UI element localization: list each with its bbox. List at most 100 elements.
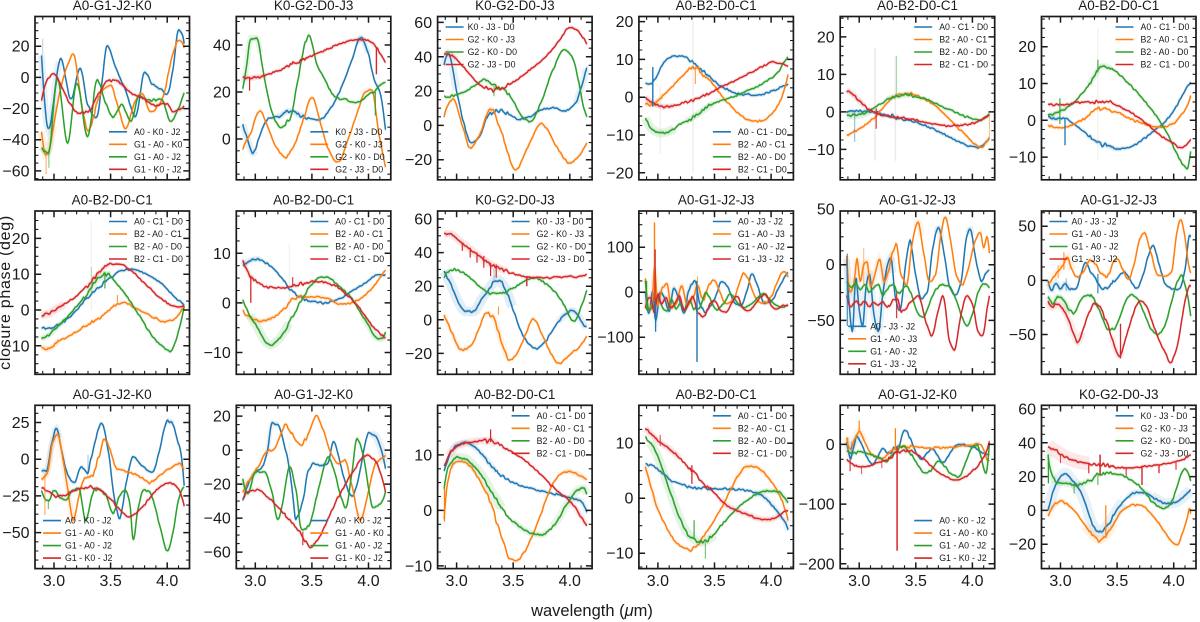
svg-text:G1 - A0 - J3: G1 - A0 - J3 xyxy=(1072,229,1119,239)
svg-text:G1 - K0 - J2: G1 - K0 - J2 xyxy=(65,553,113,563)
svg-text:0: 0 xyxy=(826,437,835,454)
svg-text:G1 - A0 - J2: G1 - A0 - J2 xyxy=(870,346,917,356)
svg-text:B2 - A0 - D0: B2 - A0 - D0 xyxy=(738,152,786,162)
svg-text:60: 60 xyxy=(414,212,432,229)
svg-text:0: 0 xyxy=(1027,273,1036,290)
svg-text:B2 - C1 - D0: B2 - C1 - D0 xyxy=(1141,60,1190,70)
svg-text:G1 - A0 - J2: G1 - A0 - J2 xyxy=(65,541,112,551)
svg-text:4.0: 4.0 xyxy=(961,573,983,590)
svg-text:B2 - C1 - D0: B2 - C1 - D0 xyxy=(939,60,988,70)
svg-text:K0-G2-D0-J3: K0-G2-D0-J3 xyxy=(274,0,354,13)
svg-text:B2 - A0 - C1: B2 - A0 - C1 xyxy=(537,423,585,433)
svg-text:A0-G1-J2-J3: A0-G1-J2-J3 xyxy=(879,193,956,208)
svg-text:B2 - A0 - C1: B2 - A0 - C1 xyxy=(939,35,987,45)
svg-text:A0 - C1 - D0: A0 - C1 - D0 xyxy=(134,217,183,227)
svg-text:A0-B2-D0-C1: A0-B2-D0-C1 xyxy=(676,0,757,13)
svg-text:A0-B2-D0-C1: A0-B2-D0-C1 xyxy=(474,387,555,402)
svg-text:−10: −10 xyxy=(1009,150,1036,167)
svg-text:A0-G1-J2-K0: A0-G1-J2-K0 xyxy=(274,387,353,402)
svg-text:K0-G2-D0-J3: K0-G2-D0-J3 xyxy=(475,0,555,13)
svg-text:3.0: 3.0 xyxy=(647,573,669,590)
svg-text:A0 - C1 - D0: A0 - C1 - D0 xyxy=(738,127,787,137)
svg-text:G2 - K0 - J3: G2 - K0 - J3 xyxy=(335,139,383,149)
svg-text:20: 20 xyxy=(414,279,432,296)
svg-text:closure phase (deg): closure phase (deg) xyxy=(0,215,14,370)
svg-text:20: 20 xyxy=(817,29,835,46)
svg-text:B2 - A0 - C1: B2 - A0 - C1 xyxy=(1141,35,1189,45)
svg-text:50: 50 xyxy=(817,202,835,219)
svg-text:A0-B2-D0-C1: A0-B2-D0-C1 xyxy=(877,0,958,13)
svg-text:3.5: 3.5 xyxy=(1106,573,1128,590)
svg-text:B2 - A0 - D0: B2 - A0 - D0 xyxy=(335,242,383,252)
svg-text:A0-G1-J2-K0: A0-G1-J2-K0 xyxy=(73,387,152,402)
svg-text:−40: −40 xyxy=(204,511,231,528)
svg-text:G1 - K0 - J2: G1 - K0 - J2 xyxy=(939,553,987,563)
svg-text:−100: −100 xyxy=(597,330,633,347)
svg-text:−10: −10 xyxy=(606,546,633,563)
svg-text:G1 - A0 - J2: G1 - A0 - J2 xyxy=(335,541,382,551)
svg-text:A0-G1-J2-J3: A0-G1-J2-J3 xyxy=(1081,193,1158,208)
svg-text:A0 - K0 - J2: A0 - K0 - J2 xyxy=(65,516,112,526)
svg-text:B2 - A0 - C1: B2 - A0 - C1 xyxy=(738,423,786,433)
svg-text:−60: −60 xyxy=(204,545,231,562)
svg-text:G2 - J3 - D0: G2 - J3 - D0 xyxy=(1141,448,1189,458)
svg-text:0: 0 xyxy=(21,452,30,469)
svg-text:A0-B2-D0-C1: A0-B2-D0-C1 xyxy=(676,387,757,402)
svg-text:G2 - K0 - D0: G2 - K0 - D0 xyxy=(335,152,384,162)
svg-text:A0-B2-D0-C1: A0-B2-D0-C1 xyxy=(72,193,153,208)
svg-text:−50: −50 xyxy=(808,313,835,330)
svg-text:3.5: 3.5 xyxy=(99,573,121,590)
svg-text:A0 - C1 - D0: A0 - C1 - D0 xyxy=(939,22,988,32)
svg-text:4.0: 4.0 xyxy=(760,573,782,590)
svg-text:−20: −20 xyxy=(2,101,29,118)
svg-text:K0-G2-D0-J3: K0-G2-D0-J3 xyxy=(1079,387,1159,402)
svg-text:20: 20 xyxy=(12,39,30,56)
svg-text:3.5: 3.5 xyxy=(905,573,927,590)
svg-text:10: 10 xyxy=(616,52,634,69)
svg-text:−10: −10 xyxy=(808,142,835,159)
svg-text:0: 0 xyxy=(222,295,231,312)
svg-text:20: 20 xyxy=(616,14,634,31)
svg-text:B2 - C1 - D0: B2 - C1 - D0 xyxy=(335,254,384,264)
svg-text:A0 - J3 - J2: A0 - J3 - J2 xyxy=(1072,217,1117,227)
svg-text:G1 - A0 - K0: G1 - A0 - K0 xyxy=(939,528,988,538)
svg-text:A0-G1-J2-J3: A0-G1-J2-J3 xyxy=(678,193,755,208)
svg-text:G2 - K0 - D0: G2 - K0 - D0 xyxy=(468,47,517,57)
svg-text:B2 - A0 - D0: B2 - A0 - D0 xyxy=(134,242,182,252)
svg-text:−40: −40 xyxy=(2,132,29,149)
svg-text:3.5: 3.5 xyxy=(301,573,323,590)
svg-text:0: 0 xyxy=(1027,113,1036,130)
svg-text:A0 - J3 - J2: A0 - J3 - J2 xyxy=(870,321,915,331)
svg-text:G2 - K0 - J3: G2 - K0 - J3 xyxy=(1141,423,1189,433)
svg-text:B2 - A0 - C1: B2 - A0 - C1 xyxy=(335,229,383,239)
svg-text:−20: −20 xyxy=(405,152,432,169)
svg-text:wavelength (μm): wavelength (μm) xyxy=(530,602,653,620)
svg-text:0: 0 xyxy=(423,312,432,329)
svg-text:B2 - A0 - C1: B2 - A0 - C1 xyxy=(738,139,786,149)
svg-text:−100: −100 xyxy=(799,497,835,514)
svg-text:20: 20 xyxy=(12,231,30,248)
svg-text:3.0: 3.0 xyxy=(244,573,266,590)
svg-text:0: 0 xyxy=(21,70,30,87)
svg-text:−10: −10 xyxy=(204,345,231,362)
svg-text:3.0: 3.0 xyxy=(848,573,870,590)
svg-text:0: 0 xyxy=(21,303,30,320)
svg-text:10: 10 xyxy=(817,67,835,84)
svg-text:10: 10 xyxy=(414,447,432,464)
svg-text:B2 - C1 - D0: B2 - C1 - D0 xyxy=(537,448,586,458)
svg-text:G1 - J3 - J2: G1 - J3 - J2 xyxy=(738,254,784,264)
svg-text:10: 10 xyxy=(1018,76,1036,93)
svg-text:−60: −60 xyxy=(2,163,29,180)
svg-text:20: 20 xyxy=(1018,39,1036,56)
svg-text:−25: −25 xyxy=(2,488,29,505)
svg-text:A0 - C1 - D0: A0 - C1 - D0 xyxy=(335,217,384,227)
svg-text:A0 - K0 - J2: A0 - K0 - J2 xyxy=(335,516,382,526)
svg-text:4.0: 4.0 xyxy=(156,573,178,590)
svg-text:25: 25 xyxy=(12,415,30,432)
svg-text:A0 - J3 - J2: A0 - J3 - J2 xyxy=(738,217,783,227)
svg-text:20: 20 xyxy=(414,84,432,101)
svg-text:20: 20 xyxy=(1018,469,1036,486)
svg-text:0: 0 xyxy=(826,104,835,121)
svg-text:−10: −10 xyxy=(2,338,29,355)
svg-text:G2 - J3 - D0: G2 - J3 - D0 xyxy=(335,164,383,174)
